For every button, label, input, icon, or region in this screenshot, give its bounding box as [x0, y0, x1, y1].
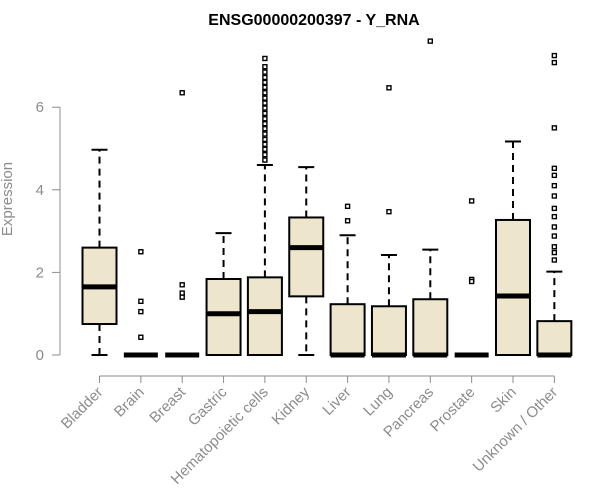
outlier-point: [551, 125, 558, 131]
outlier-point: [468, 198, 475, 204]
chart-title: ENSG00000200397 - Y_RNA: [208, 12, 420, 29]
box-group: [329, 203, 366, 358]
outlier-point: [262, 136, 268, 143]
outlier-point: [262, 95, 268, 101]
y-tick-label: 4: [36, 182, 44, 199]
y-tick-label: 6: [36, 99, 44, 116]
outlier-point: [386, 85, 392, 91]
outlier-point: [468, 278, 475, 285]
outlier-point: [179, 294, 185, 300]
outlier-point: [262, 105, 268, 111]
outlier-point: [262, 110, 268, 117]
outlier-point: [551, 172, 558, 179]
outlier-point: [179, 282, 185, 288]
outlier-point: [262, 100, 268, 106]
outlier-point: [262, 157, 268, 163]
outlier-point: [344, 218, 351, 224]
x-tick-label: Breast: [146, 383, 189, 426]
outlier-point: [551, 59, 558, 66]
box-group: [246, 55, 283, 356]
box-body: [329, 303, 366, 356]
outlier-point: [262, 146, 268, 153]
outlier-point: [262, 125, 268, 132]
outlier-point: [551, 182, 558, 189]
box-body: [536, 320, 573, 357]
outlier-point: [427, 38, 433, 44]
outlier-point: [179, 290, 185, 296]
outlier-point: [262, 151, 268, 158]
x-tick-label: Prostate: [427, 384, 479, 436]
x-tick-label: Lung: [360, 384, 396, 420]
outlier-point: [262, 90, 268, 96]
outlier-point: [551, 257, 558, 263]
outlier-point: [138, 308, 144, 315]
box-body: [412, 298, 449, 356]
box-body: [495, 218, 531, 356]
box-group: [165, 90, 200, 358]
outlier-point: [262, 55, 268, 62]
y-tick-label: 2: [36, 264, 44, 281]
plot-area: [81, 38, 573, 358]
outlier-point: [262, 116, 268, 122]
box-group: [454, 198, 489, 358]
outlier-point: [551, 249, 558, 256]
outlier-point: [262, 141, 268, 148]
box-group: [205, 232, 242, 356]
outlier-point: [551, 165, 558, 172]
outlier-point: [262, 74, 268, 81]
outlier-point: [551, 244, 558, 250]
outlier-point: [551, 213, 558, 220]
box-group: [81, 148, 118, 356]
outlier-point: [262, 121, 268, 127]
outlier-point: [138, 249, 144, 255]
box-group: [123, 249, 158, 358]
box-body: [370, 305, 407, 356]
box-body: [246, 276, 283, 356]
outlier-point: [179, 90, 185, 96]
x-tick-label: Liver: [319, 384, 354, 419]
outlier-point: [262, 84, 268, 91]
x-tick-label: Bladder: [58, 384, 107, 433]
box-group: [370, 85, 407, 358]
outlier-point: [262, 69, 268, 75]
outlier-point: [262, 79, 268, 86]
x-tick-label: Kidney: [269, 383, 314, 428]
box-group: [412, 38, 449, 358]
outlier-point: [138, 334, 144, 340]
x-tick-label: Brain: [111, 384, 148, 421]
outlier-point: [551, 224, 558, 230]
box-group: [288, 166, 325, 356]
y-axis-label: Expression: [0, 162, 16, 236]
outlier-point: [262, 131, 268, 137]
box-group: [495, 140, 531, 356]
box-body: [288, 216, 325, 298]
outlier-point: [551, 233, 558, 239]
outlier-point: [551, 193, 558, 199]
y-tick-label: 0: [36, 347, 44, 364]
outlier-point: [386, 208, 392, 215]
box-group: [536, 52, 573, 358]
box-body: [205, 278, 242, 356]
outlier-point: [138, 298, 144, 305]
outlier-point: [344, 203, 351, 210]
x-tick-label: Skin: [487, 384, 520, 417]
outlier-point: [551, 52, 558, 59]
outlier-point: [262, 64, 268, 70]
outlier-point: [551, 205, 558, 212]
